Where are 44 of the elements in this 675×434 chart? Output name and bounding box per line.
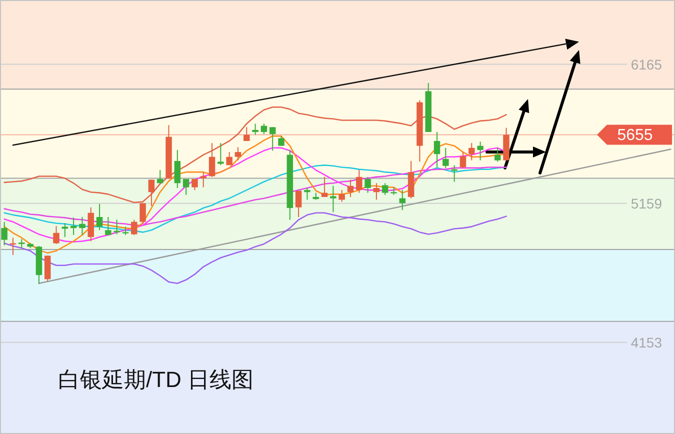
candlestick — [218, 142, 224, 166]
candlestick — [244, 126, 250, 142]
candlestick — [278, 136, 284, 146]
candlestick — [131, 219, 138, 236]
candlestick — [260, 123, 268, 135]
ref-line-label: 5655 — [617, 126, 653, 144]
candlestick — [364, 176, 371, 194]
candlestick — [295, 190, 302, 218]
text: 白银延期/TD 日线图 — [58, 367, 254, 392]
candlestick — [1, 221, 8, 246]
candlestick — [252, 123, 258, 136]
candlestick — [269, 126, 276, 152]
candlestick — [174, 149, 181, 188]
candlestick — [79, 216, 86, 236]
candlestick — [356, 170, 362, 194]
candlestick — [477, 141, 484, 161]
candlestick — [382, 182, 388, 196]
candlestick — [226, 152, 232, 166]
candlestick — [70, 217, 77, 236]
candlestick — [200, 172, 206, 188]
candlestick — [105, 216, 112, 236]
candlestick — [62, 222, 68, 238]
candlestick — [321, 176, 328, 198]
candlestick — [182, 178, 190, 196]
candlestick — [304, 187, 310, 200]
candlestick — [53, 225, 60, 244]
candlestick — [460, 152, 466, 168]
candlestick — [96, 203, 103, 231]
candlestick — [44, 255, 51, 282]
candlestick — [330, 185, 336, 213]
candlestick — [338, 190, 345, 202]
candlestick — [442, 147, 449, 168]
candlestick — [468, 142, 475, 161]
candlestick — [234, 146, 242, 161]
candlestick — [347, 179, 354, 198]
candlestick — [208, 142, 216, 178]
y-tick-label: 6165 — [630, 56, 662, 72]
candlestick — [494, 147, 501, 162]
y-tick-label: 5159 — [630, 195, 662, 212]
line-series — [4, 212, 507, 284]
y-tick-label: 4153 — [630, 334, 662, 350]
candlestick — [373, 182, 380, 200]
candlestick — [434, 131, 440, 168]
candlestick — [156, 170, 164, 184]
